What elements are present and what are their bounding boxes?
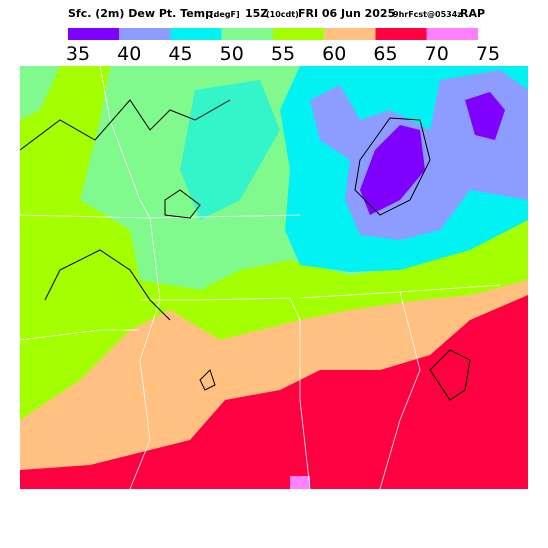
- legend-label: 35: [66, 43, 90, 65]
- map: [20, 66, 528, 489]
- legend-label: 40: [117, 43, 141, 65]
- legend-label: 65: [373, 43, 397, 65]
- model: RAP: [460, 7, 485, 20]
- units: [degF]: [210, 10, 240, 19]
- legend-swatch: [375, 28, 427, 40]
- legend-label: 75: [476, 43, 500, 65]
- legend-label: 50: [220, 43, 244, 65]
- legend-swatch: [170, 28, 222, 40]
- field-35-a: [360, 125, 425, 215]
- borders: [20, 66, 501, 489]
- title: Sfc. (2m) Dew Pt. Temp. [degF] 15Z (10cd…: [68, 7, 485, 20]
- legend-swatch: [221, 28, 273, 40]
- legend-label: 60: [322, 43, 346, 65]
- valid-time: 15Z: [245, 7, 268, 20]
- legend-label: 45: [168, 43, 192, 65]
- field-45-west: [180, 80, 280, 220]
- legend: 35 40 45 50 55 60 65 70 75: [66, 28, 500, 65]
- legend-swatch: [324, 28, 376, 40]
- date: FRI 06 Jun 2025: [298, 7, 395, 20]
- field-50-nw: [20, 66, 60, 120]
- legend-label: 70: [425, 43, 449, 65]
- legend-label: 55: [271, 43, 295, 65]
- legend-swatch: [273, 28, 325, 40]
- forecast: 9hrFcst@0534z: [393, 10, 462, 19]
- title-text: Sfc. (2m) Dew Pt. Temp.: [68, 7, 217, 20]
- local-time: (10cdt): [266, 10, 299, 19]
- legend-swatch: [426, 28, 478, 40]
- field-65: [20, 295, 528, 489]
- contours: [20, 99, 471, 401]
- legend-swatch: [119, 28, 171, 40]
- legend-swatch: [68, 28, 120, 40]
- field-70: [290, 476, 310, 489]
- field-35-b: [465, 92, 505, 140]
